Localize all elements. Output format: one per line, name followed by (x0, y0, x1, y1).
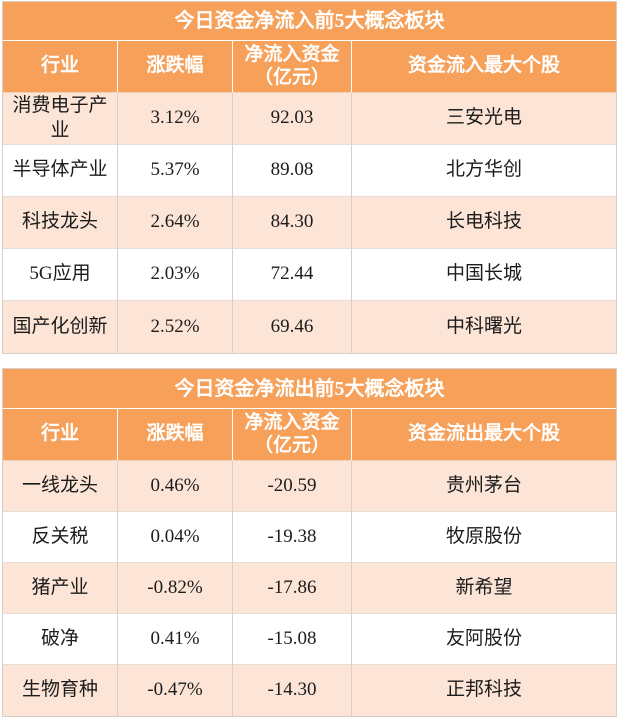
top-stock-cell: 牧原股份 (352, 512, 616, 563)
net-flow-cell: 84.30 (233, 197, 352, 249)
inflow-table-title: 今日资金净流入前5大概念板块 (3, 2, 616, 41)
change-cell: 5.37% (118, 145, 233, 197)
top-stock-cell: 新希望 (352, 563, 616, 614)
outflow-table-title: 今日资金净流出前5大概念板块 (3, 369, 616, 409)
column-header-top-stock: 资金流出最大个股 (352, 409, 616, 461)
change-cell: 0.41% (118, 614, 233, 665)
sector-cell: 反关税 (3, 512, 118, 563)
change-cell: -0.47% (118, 665, 233, 716)
top-stock-cell: 贵州茅台 (352, 461, 616, 512)
change-cell: 2.52% (118, 301, 233, 353)
column-header-net-flow: 净流入资金（亿元） (233, 41, 352, 93)
change-cell: 2.03% (118, 249, 233, 301)
change-cell: 2.64% (118, 197, 233, 249)
change-cell: 3.12% (118, 93, 233, 145)
change-cell: 0.46% (118, 461, 233, 512)
net-flow-cell: 89.08 (233, 145, 352, 197)
net-flow-cell: -15.08 (233, 614, 352, 665)
top-stock-cell: 正邦科技 (352, 665, 616, 716)
column-header-top-stock: 资金流入最大个股 (352, 41, 616, 93)
sector-cell: 一线龙头 (3, 461, 118, 512)
net-flow-cell: -20.59 (233, 461, 352, 512)
inflow-table: 今日资金净流入前5大概念板块 行业 涨跌幅 净流入资金（亿元） 资金流入最大个股… (2, 1, 617, 354)
top-stock-cell: 长电科技 (352, 197, 616, 249)
sector-cell: 国产化创新 (3, 301, 118, 353)
column-header-change: 涨跌幅 (118, 409, 233, 461)
sector-cell: 科技龙头 (3, 197, 118, 249)
net-flow-cell: 69.46 (233, 301, 352, 353)
top-stock-cell: 北方华创 (352, 145, 616, 197)
column-header-sector: 行业 (3, 409, 118, 461)
top-stock-cell: 中科曙光 (352, 301, 616, 353)
net-flow-cell: -14.30 (233, 665, 352, 716)
top-stock-cell: 友阿股份 (352, 614, 616, 665)
sector-cell: 猪产业 (3, 563, 118, 614)
net-flow-cell: -17.86 (233, 563, 352, 614)
column-header-change: 涨跌幅 (118, 41, 233, 93)
change-cell: -0.82% (118, 563, 233, 614)
outflow-table: 今日资金净流出前5大概念板块 行业 涨跌幅 净流入资金（亿元） 资金流出最大个股… (2, 368, 617, 717)
net-flow-cell: -19.38 (233, 512, 352, 563)
column-header-sector: 行业 (3, 41, 118, 93)
top-stock-cell: 中国长城 (352, 249, 616, 301)
net-flow-cell: 72.44 (233, 249, 352, 301)
sector-cell: 生物育种 (3, 665, 118, 716)
sector-cell: 半导体产业 (3, 145, 118, 197)
sector-cell: 消费电子产业 (3, 93, 118, 145)
sector-cell: 破净 (3, 614, 118, 665)
change-cell: 0.04% (118, 512, 233, 563)
sector-cell: 5G应用 (3, 249, 118, 301)
column-header-net-flow: 净流入资金（亿元） (233, 409, 352, 461)
top-stock-cell: 三安光电 (352, 93, 616, 145)
net-flow-cell: 92.03 (233, 93, 352, 145)
